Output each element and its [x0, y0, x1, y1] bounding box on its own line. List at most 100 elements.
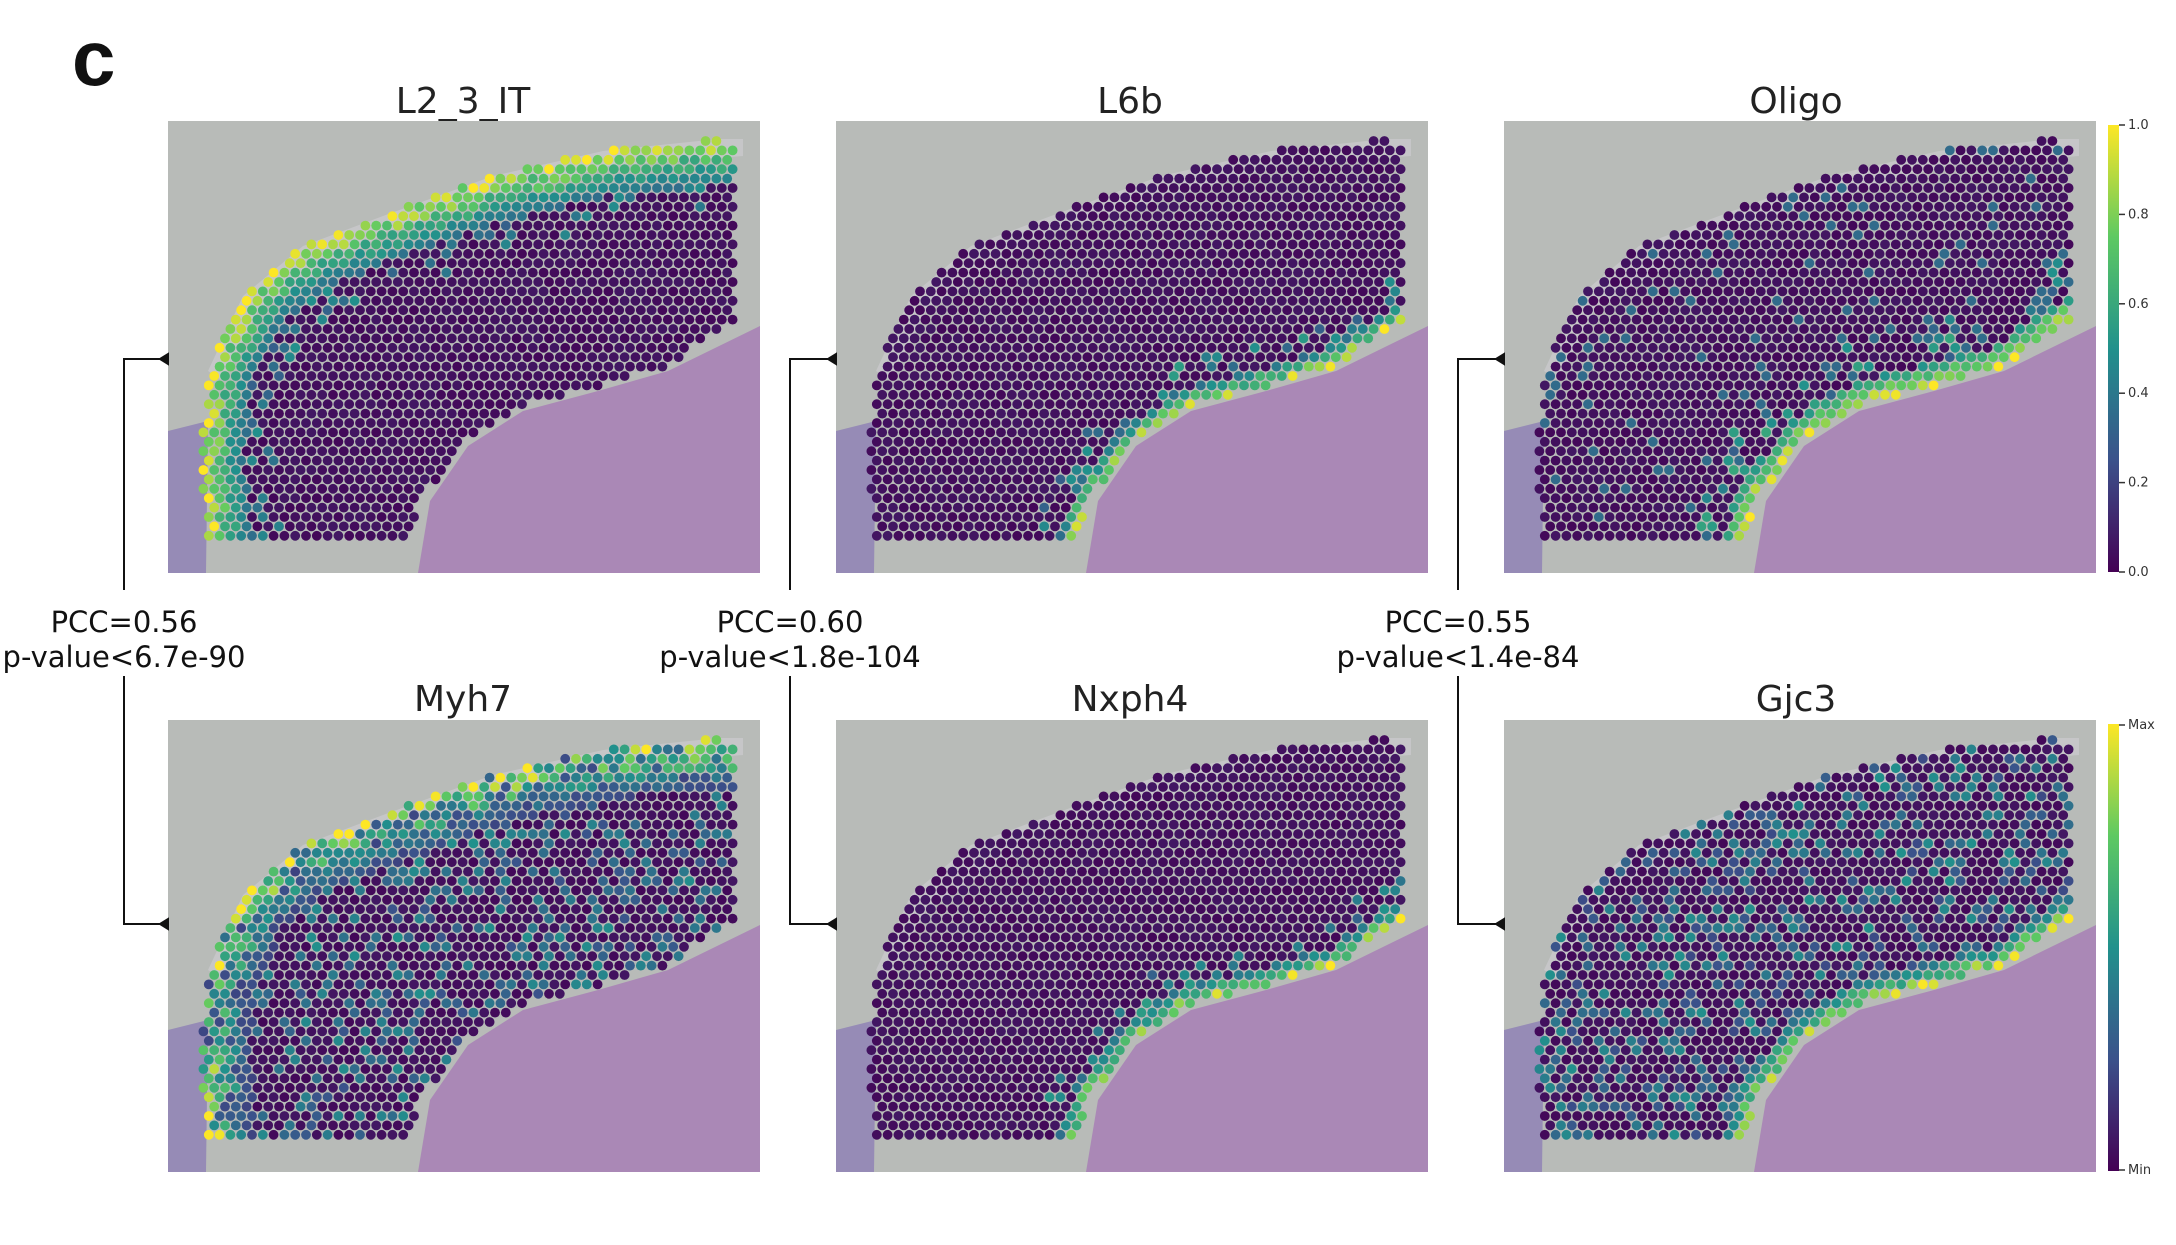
spot	[1577, 521, 1588, 532]
spot	[554, 782, 565, 792]
spot	[1082, 220, 1093, 231]
spot	[630, 352, 641, 363]
spot	[1077, 512, 1087, 522]
spot	[668, 324, 679, 334]
spot	[1330, 333, 1341, 344]
spot	[446, 220, 457, 231]
spot	[1104, 239, 1114, 250]
spot	[592, 230, 603, 240]
spot	[963, 295, 974, 306]
spot	[587, 201, 598, 212]
spot	[1701, 512, 1712, 522]
spot	[306, 295, 317, 306]
spot	[1626, 399, 1637, 410]
spot	[915, 474, 925, 485]
spot	[268, 342, 279, 353]
spot	[635, 885, 646, 896]
spot	[716, 145, 727, 156]
spot	[1006, 408, 1017, 419]
spot	[1271, 324, 1282, 334]
spot	[625, 305, 635, 316]
spot	[1271, 248, 1282, 259]
spot	[646, 342, 657, 353]
spot	[1363, 277, 1374, 287]
spot	[1750, 483, 1761, 494]
spot	[1610, 352, 1620, 363]
spot	[495, 810, 506, 821]
spot	[1782, 277, 1793, 287]
spot	[1750, 314, 1761, 325]
spot	[614, 885, 625, 896]
spot	[1282, 230, 1293, 240]
spot	[684, 876, 695, 886]
spot	[1642, 483, 1653, 494]
spot	[2025, 305, 2036, 316]
spot	[1950, 286, 1961, 297]
spot	[1653, 371, 1664, 381]
spot	[295, 389, 306, 400]
spot	[942, 277, 952, 287]
spot	[1610, 371, 1620, 381]
spot	[328, 838, 338, 849]
spot	[882, 399, 893, 410]
spot	[700, 791, 711, 802]
spot	[1195, 248, 1206, 259]
spot	[544, 183, 554, 193]
spot	[425, 371, 436, 381]
spot	[673, 145, 684, 156]
spot	[996, 371, 1006, 381]
spot	[306, 857, 317, 868]
spot	[1869, 389, 1880, 400]
spot	[1907, 342, 1917, 353]
spot	[915, 305, 925, 316]
spot	[1939, 361, 1950, 372]
spot	[1098, 399, 1109, 410]
spot	[403, 295, 414, 306]
spot	[506, 791, 517, 802]
spot	[979, 248, 990, 259]
spot	[2025, 286, 2036, 297]
spot	[1885, 173, 1896, 184]
spot	[414, 932, 425, 943]
spot	[382, 295, 392, 306]
spot	[592, 772, 603, 783]
spot	[1185, 286, 1195, 297]
spot	[1125, 239, 1136, 250]
spot	[1631, 502, 1642, 513]
spot	[371, 932, 382, 943]
spot	[1588, 446, 1599, 457]
spot	[1723, 267, 1734, 278]
spot	[1620, 465, 1631, 475]
spot	[479, 988, 490, 999]
spot	[1044, 512, 1055, 522]
spot	[1212, 277, 1222, 287]
spot	[1550, 455, 1561, 466]
spot	[2052, 164, 2063, 175]
spot	[392, 371, 403, 381]
spot	[1734, 399, 1745, 410]
title-l2-3-it: L2_3_IT	[396, 81, 531, 122]
spot	[1691, 418, 1701, 428]
spot	[263, 932, 274, 943]
spot	[1707, 427, 1718, 438]
spot	[1147, 333, 1158, 344]
spot	[338, 894, 349, 905]
spot	[365, 847, 376, 858]
spot	[490, 277, 500, 287]
spot	[1734, 324, 1745, 334]
spot	[274, 295, 284, 306]
spot	[1642, 258, 1653, 269]
spot	[403, 521, 414, 532]
spot	[500, 876, 511, 886]
spot	[1104, 389, 1114, 400]
spot	[441, 941, 452, 952]
spot	[1104, 371, 1114, 381]
spot	[2004, 267, 2015, 278]
spot	[662, 258, 673, 269]
spot	[241, 521, 252, 532]
spot	[263, 371, 274, 381]
spot	[446, 876, 457, 886]
spot	[1912, 295, 1923, 306]
spot	[1152, 361, 1163, 372]
spot	[1390, 305, 1401, 316]
